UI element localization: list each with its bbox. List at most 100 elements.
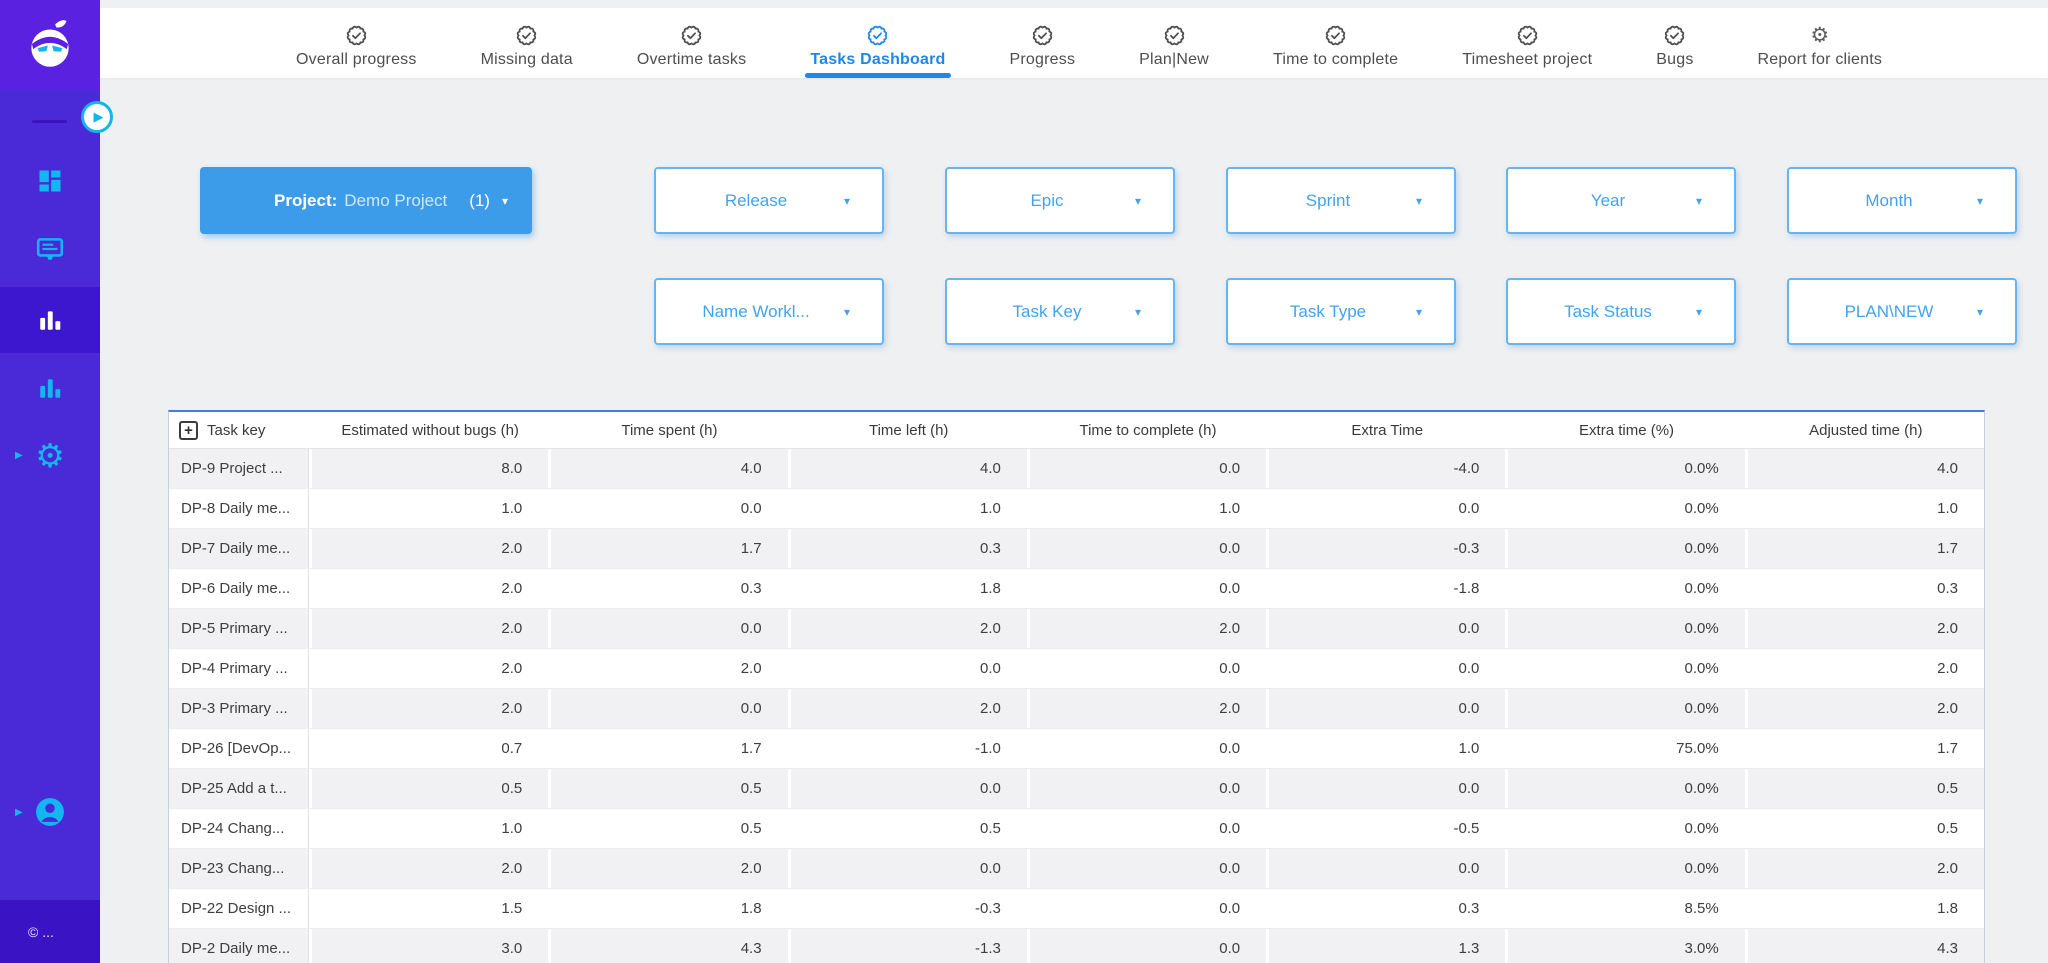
value-cell: 2.0 <box>1744 689 1984 728</box>
table-row[interactable]: DP-6 Daily me... 2.0 0.3 1.8 0.0 -1.8 0.0% 0.3 <box>169 569 1984 609</box>
tab-label: Overtime tasks <box>636 51 747 68</box>
filter-year[interactable]: Year ▾ <box>1506 167 1736 234</box>
filter-task-key[interactable]: Task Key ▾ <box>945 278 1175 345</box>
seal-check-icon <box>1164 25 1184 46</box>
value-cell: 1.0 <box>1026 489 1267 528</box>
caret-down-icon: ▾ <box>843 193 850 208</box>
task-key-cell: DP-2 Daily me... <box>169 929 309 963</box>
task-key-cell: DP-9 Project ... <box>169 449 309 488</box>
filter-release[interactable]: Release ▾ <box>654 167 884 234</box>
value-cell: 0.5 <box>1744 769 1984 808</box>
column-header-adjusted-time-h[interactable]: Adjusted time (h) <box>1809 421 1923 439</box>
tab-report-for-clients[interactable]: ⚙ Report for clients <box>1758 8 1883 78</box>
table-row[interactable]: DP-5 Primary ... 2.0 0.0 2.0 2.0 0.0 0.0% 2.0 <box>169 609 1984 649</box>
column-header-time-spent-h[interactable]: Time spent (h) <box>621 421 718 439</box>
value-cell: 0.0 <box>1266 769 1506 808</box>
filter-task-type[interactable]: Task Type ▾ <box>1226 278 1456 345</box>
table-row[interactable]: DP-22 Design ... 1.5 1.8 -0.3 0.0 0.3 8.5% 1.8 <box>169 889 1984 929</box>
filter-sprint[interactable]: Sprint ▾ <box>1226 167 1456 234</box>
value-cell: 0.0 <box>1266 609 1506 648</box>
expand-all-button[interactable]: + <box>179 420 198 440</box>
table-row[interactable]: DP-23 Chang... 2.0 2.0 0.0 0.0 0.0 0.0% 2.0 <box>169 849 1984 889</box>
table-row[interactable]: DP-26 [DevOp... 0.7 1.7 -1.0 0.0 1.0 75.0% 1.7 <box>169 729 1984 769</box>
value-cell: 1.0 <box>787 489 1027 528</box>
table-row[interactable]: DP-2 Daily me... 3.0 4.3 -1.3 0.0 1.3 3.0% 4.3 <box>169 929 1984 963</box>
filter-label: Epic <box>1030 190 1064 210</box>
task-key-cell: DP-4 Primary ... <box>169 649 309 688</box>
value-cell: 1.8 <box>787 569 1027 608</box>
tab-tasks-dashboard[interactable]: Tasks Dashboard <box>805 8 951 78</box>
filter-label: Sprint <box>1305 190 1351 210</box>
column-header-time-left-h[interactable]: Time left (h) <box>868 421 949 439</box>
table-row[interactable]: DP-25 Add a t... 0.5 0.5 0.0 0.0 0.0 0.0% 0.5 <box>169 769 1984 809</box>
column-header-estimated-without-bugs-h[interactable]: Estimated without bugs (h) <box>341 421 519 439</box>
filter-epic[interactable]: Epic ▾ <box>945 167 1175 234</box>
tab-progress[interactable]: Progress <box>1010 8 1076 78</box>
task-key-cell: DP-6 Daily me... <box>169 569 309 608</box>
sidebar-item-boards[interactable] <box>0 220 100 278</box>
table-row[interactable]: DP-8 Daily me... 1.0 0.0 1.0 1.0 0.0 0.0% 1.0 <box>169 489 1984 529</box>
caret-down-icon: ▾ <box>1134 304 1141 319</box>
caret-down-icon: ▾ <box>1695 193 1702 208</box>
sidebar-item-reports[interactable] <box>0 287 100 353</box>
tab-overall-progress[interactable]: Overall progress <box>296 8 417 78</box>
filter-task-status[interactable]: Task Status ▾ <box>1506 278 1736 345</box>
value-cell: 2.0 <box>1744 609 1984 648</box>
value-cell: 0.7 <box>309 729 549 768</box>
sidebar-item-dashboard[interactable] <box>0 152 100 210</box>
value-cell: 1.0 <box>309 489 549 528</box>
table-row[interactable]: DP-9 Project ... 8.0 4.0 4.0 0.0 -4.0 0.0% 4.0 <box>169 449 1984 489</box>
value-cell: 0.0 <box>1026 729 1267 768</box>
value-cell: 1.3 <box>1266 929 1506 963</box>
filter-name-workl[interactable]: Name Workl... ▾ <box>654 278 884 345</box>
sidebar-item-settings[interactable]: ▶ ⚙ <box>0 426 100 484</box>
tab-time-to-complete[interactable]: Time to complete <box>1273 8 1398 78</box>
app-logo[interactable] <box>0 0 100 90</box>
value-cell: 0.0 <box>1266 649 1506 688</box>
top-nav-tabs: Overall progress Missing data Overtime tas… <box>100 8 2048 78</box>
column-header-time-to-complete-h[interactable]: Time to complete (h) <box>1079 421 1217 439</box>
sidebar-item-profile[interactable]: ▶ <box>0 783 100 841</box>
tab-bugs[interactable]: Bugs <box>1656 8 1693 78</box>
tab-label: Bugs <box>1656 51 1694 68</box>
tab-plan-new[interactable]: Plan|New <box>1139 8 1209 78</box>
value-cell: 0.0% <box>1505 569 1745 608</box>
task-key-cell: DP-24 Chang... <box>169 809 309 848</box>
value-cell: 0.0 <box>787 649 1027 688</box>
table-row[interactable]: DP-7 Daily me... 2.0 1.7 0.3 0.0 -0.3 0.0% 1.7 <box>169 529 1984 569</box>
table-header-row: + Task key Estimated without bugs (h) Time … <box>169 412 1984 449</box>
table-row[interactable]: DP-4 Primary ... 2.0 2.0 0.0 0.0 0.0 0.0% 2.0 <box>169 649 1984 689</box>
sidebar-item-charts[interactable] <box>0 359 100 417</box>
filter-label: Release <box>724 190 788 210</box>
filter-label: Task Key <box>1012 301 1082 321</box>
user-icon <box>36 798 64 826</box>
project-filter-value: Demo Project <box>344 190 448 210</box>
task-key-cell: DP-7 Daily me... <box>169 529 309 568</box>
value-cell: 2.0 <box>1026 609 1267 648</box>
value-cell: 0.3 <box>787 529 1027 568</box>
tab-label: Timesheet project <box>1462 51 1593 68</box>
tab-overtime-tasks[interactable]: Overtime tasks <box>637 8 747 78</box>
value-cell: 1.7 <box>548 729 788 768</box>
project-filter-button[interactable]: Project: Demo Project (1) ▾ <box>200 167 532 234</box>
tab-missing-data[interactable]: Missing data <box>481 8 573 78</box>
table-row[interactable]: DP-3 Primary ... 2.0 0.0 2.0 2.0 0.0 0.0% 2.0 <box>169 689 1984 729</box>
sidebar-expand-button[interactable]: ▶ <box>81 101 113 133</box>
column-header-extra-time[interactable]: Extra time (%) <box>1579 421 1675 439</box>
filter-plan-new[interactable]: PLAN\NEW ▾ <box>1787 278 2017 345</box>
column-header-extra-time[interactable]: Extra Time <box>1351 421 1424 439</box>
dashboard-icon <box>39 170 61 192</box>
value-cell: 2.0 <box>787 689 1027 728</box>
value-cell: 0.5 <box>787 809 1027 848</box>
filter-month[interactable]: Month ▾ <box>1787 167 2017 234</box>
column-header-task-key[interactable]: + Task key <box>169 420 309 440</box>
project-filter-label: Project: <box>274 190 338 210</box>
value-cell: 0.0 <box>787 849 1027 888</box>
value-cell: 0.0 <box>548 489 788 528</box>
tab-timesheet-project[interactable]: Timesheet project <box>1462 8 1592 78</box>
value-cell: 0.0 <box>548 689 788 728</box>
table-row[interactable]: DP-24 Chang... 1.0 0.5 0.5 0.0 -0.5 0.0% 0.5 <box>169 809 1984 849</box>
play-icon: ▶ <box>15 449 23 461</box>
bar-chart-icon <box>40 311 61 330</box>
filter-label: Task Status <box>1564 301 1652 321</box>
